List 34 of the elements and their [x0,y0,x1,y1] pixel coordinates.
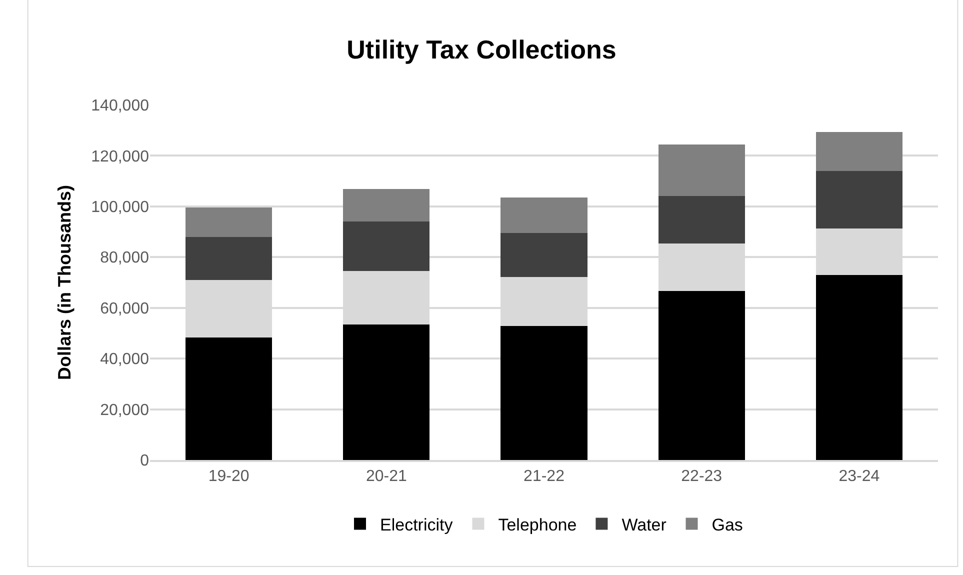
y-axis-title: Dollars (in Thousands) [54,184,74,380]
legend-label: Telephone [498,515,577,534]
y-tick-label: 60,000 [100,300,150,318]
bar [658,291,745,460]
y-tick-label: 20,000 [100,402,150,419]
x-tick-label: 19-20 [208,468,250,485]
y-tick-label: 100,000 [91,199,150,216]
bar [658,144,745,196]
bar [500,197,588,233]
bar [343,189,430,222]
bar [500,232,588,277]
y-tick-label: 80,000 [100,250,150,267]
bar [500,326,588,460]
legend-label: Water [622,515,667,534]
bar [185,337,272,460]
bar [343,324,430,460]
y-tick-label: 140,000 [91,98,150,115]
legend-label: Gas [712,515,743,534]
bar [185,207,272,237]
bar [185,236,272,280]
bar [816,170,903,228]
x-tick-label: 21-22 [524,468,565,485]
y-tick-label: 40,000 [100,351,150,368]
bar [658,196,745,244]
bar [343,221,430,272]
chart-title: Utility Tax Collections [346,34,616,64]
x-tick-label: 22-23 [681,468,722,485]
y-tick-label: 120,000 [91,148,150,166]
bar [816,132,903,171]
legend-label: Electricity [380,515,454,534]
x-tick-label: 23-24 [838,468,880,485]
bar [816,275,903,460]
y-tick-label: 0 [140,452,150,470]
x-tick-label: 20-21 [366,468,407,485]
